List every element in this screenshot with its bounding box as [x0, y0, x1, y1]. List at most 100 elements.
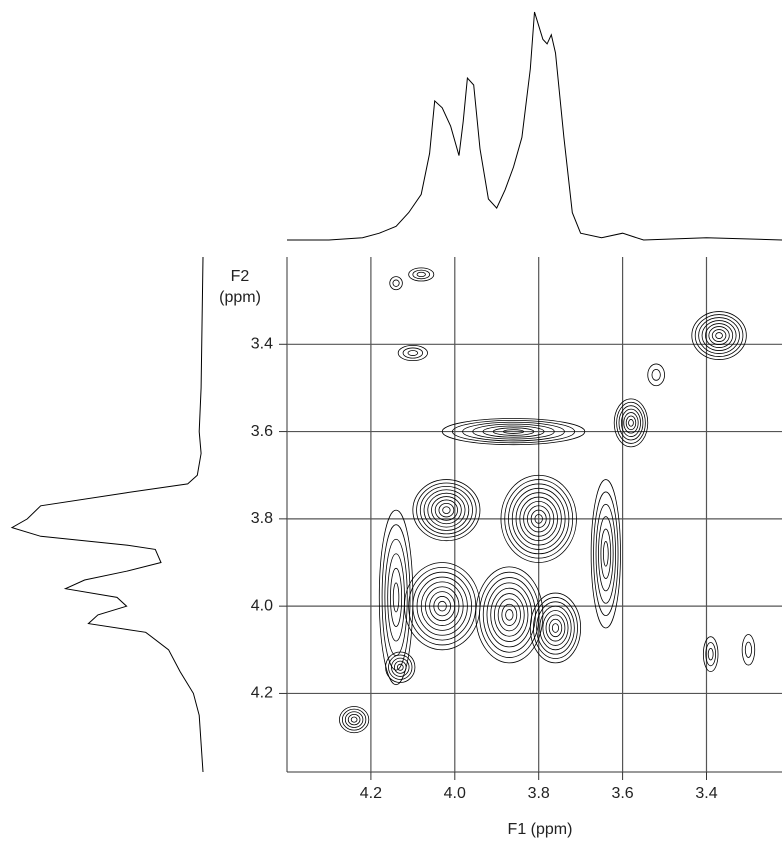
contour [598, 516, 614, 592]
contour [341, 708, 367, 731]
contour [623, 412, 639, 434]
contour [651, 368, 661, 381]
contour [425, 586, 460, 626]
contour [412, 269, 431, 280]
contour [533, 597, 578, 659]
contour [595, 503, 617, 604]
contour [707, 647, 714, 661]
contour [392, 582, 400, 613]
x-tick-label: 3.4 [695, 785, 717, 802]
contour [618, 405, 644, 441]
contour [434, 499, 458, 521]
contour [530, 509, 547, 528]
x-tick-label: 3.6 [611, 785, 633, 802]
contour [433, 596, 452, 617]
contour [438, 502, 455, 518]
contour [397, 344, 428, 362]
top-projection [287, 11, 782, 241]
contour [500, 474, 577, 563]
contour [505, 609, 514, 621]
contour [548, 618, 563, 638]
contour [534, 514, 543, 524]
contour [698, 317, 740, 354]
contour [705, 323, 734, 348]
x-tick-label: 4.0 [444, 785, 466, 802]
contour [515, 492, 562, 546]
contour [536, 601, 575, 655]
contour [479, 571, 540, 658]
contour [542, 610, 569, 646]
contour [711, 329, 727, 342]
contour [497, 598, 521, 632]
contour [551, 623, 560, 633]
y-tick-label: 4.0 [251, 597, 273, 614]
contour [501, 603, 518, 626]
contour [442, 506, 451, 514]
contour [390, 567, 403, 627]
contour [702, 636, 719, 673]
contour [391, 657, 410, 677]
x-tick-label: 3.8 [528, 785, 550, 802]
contour [429, 591, 456, 622]
contour [625, 415, 637, 431]
contour [545, 614, 566, 642]
contour [482, 425, 545, 438]
contour [526, 505, 551, 533]
contour [420, 581, 464, 631]
y-axis-label: F2 [231, 268, 250, 285]
y-tick-label: 4.2 [251, 685, 273, 702]
contour [387, 553, 405, 642]
contour [407, 350, 419, 356]
contour [437, 600, 447, 612]
x-axis-label: F1 (ppm) [508, 821, 573, 838]
contour [408, 566, 477, 646]
contour [494, 593, 525, 637]
contour [647, 363, 665, 387]
contour [412, 479, 481, 542]
contour [529, 592, 582, 664]
contour [486, 582, 533, 648]
contour [744, 641, 752, 658]
contour [741, 634, 756, 666]
contour [539, 605, 572, 651]
y-tick-label: 3.4 [251, 336, 273, 353]
contour [511, 487, 566, 550]
contour [502, 429, 525, 434]
contour [378, 509, 414, 686]
contour [389, 276, 403, 291]
contour [508, 483, 570, 555]
contour [613, 398, 649, 448]
contour [715, 332, 723, 339]
contour [616, 401, 646, 444]
contour [381, 524, 411, 671]
contour [701, 320, 737, 351]
contour [523, 501, 555, 537]
contour [691, 311, 747, 360]
contour [431, 496, 462, 525]
contour [475, 566, 544, 664]
y-tick-label: 3.8 [251, 510, 273, 527]
contour [490, 587, 529, 642]
contour [408, 267, 435, 282]
left-projection [10, 256, 204, 773]
y-tick-label: 3.6 [251, 423, 273, 440]
contour [402, 347, 424, 359]
contour [416, 271, 426, 278]
contour [416, 482, 477, 538]
contour [388, 654, 413, 680]
contour [427, 492, 466, 528]
contour [602, 541, 609, 567]
contour [462, 421, 565, 442]
contour [419, 485, 473, 535]
contour [694, 314, 744, 357]
contour [504, 479, 574, 559]
contour [423, 489, 470, 531]
contour [593, 491, 619, 617]
contour [492, 427, 535, 436]
contour [344, 711, 364, 728]
contour [384, 538, 408, 657]
contour [620, 408, 641, 437]
contour [600, 528, 612, 579]
contour [441, 418, 586, 446]
